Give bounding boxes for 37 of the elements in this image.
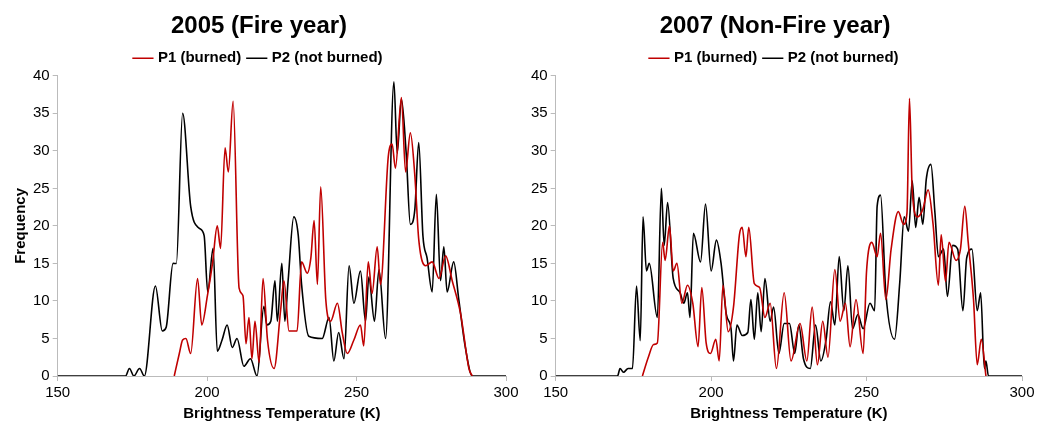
x-tick-label: 150 xyxy=(543,383,569,401)
y-tick-label: 20 xyxy=(33,216,50,234)
y-tick-label: 25 xyxy=(531,178,548,196)
line-series xyxy=(641,97,987,376)
x-tick-label: 200 xyxy=(698,383,724,401)
chart-title: 2005 (Fire year) xyxy=(170,11,348,39)
chart-title: 2007 (Non-Fire year) xyxy=(659,11,891,39)
x-tick-label: 250 xyxy=(344,383,370,401)
y-tick-label: 25 xyxy=(33,178,50,196)
y-tick-label: 35 xyxy=(531,103,548,121)
y-tick-label: 40 xyxy=(531,65,548,83)
x-axis-title: Brightness Temperature (K) xyxy=(183,404,381,422)
y-tick-label: 20 xyxy=(531,216,548,234)
legend-label: P1 (burned) xyxy=(673,48,758,66)
x-tick-label: 150 xyxy=(45,383,71,401)
y-tick-label: 35 xyxy=(33,103,50,121)
x-tick-label: 200 xyxy=(194,383,220,401)
y-tick-label: 30 xyxy=(33,140,50,158)
x-tick-label: 300 xyxy=(493,383,519,401)
y-tick-label: 15 xyxy=(531,253,548,271)
y-tick-label: 10 xyxy=(531,291,548,309)
y-tick-label: 10 xyxy=(33,291,50,309)
y-tick-label: 15 xyxy=(33,253,50,271)
line-series xyxy=(173,96,474,376)
x-axis-title: Brightness Temperature (K) xyxy=(690,404,888,422)
legend-label: P2 (not burned) xyxy=(787,48,899,66)
y-tick-label: 5 xyxy=(41,328,50,346)
x-tick-label: 250 xyxy=(854,383,880,401)
y-tick-label: 0 xyxy=(539,366,548,384)
legend-label: P2 (not burned) xyxy=(271,48,383,66)
y-tick-label: 40 xyxy=(33,65,50,83)
y-axis-title: Frequency xyxy=(11,187,29,264)
x-tick-label: 300 xyxy=(1009,383,1035,401)
legend-label: P1 (burned) xyxy=(157,48,242,66)
y-tick-label: 0 xyxy=(41,366,50,384)
y-tick-label: 5 xyxy=(539,328,548,346)
y-tick-label: 30 xyxy=(531,140,548,158)
